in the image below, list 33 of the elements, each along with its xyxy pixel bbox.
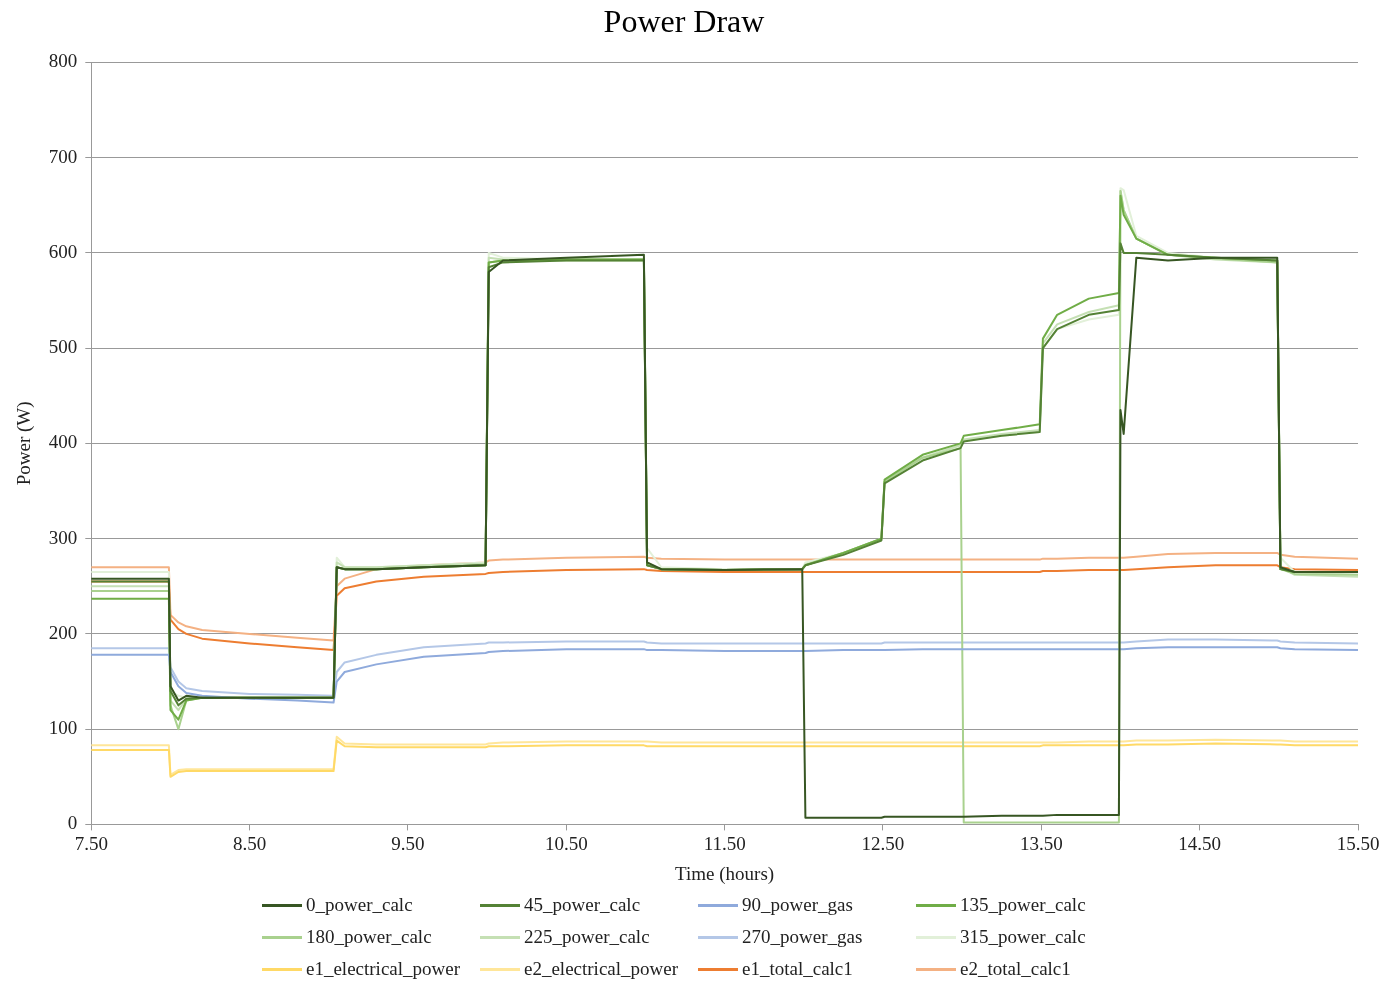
x-axis-title: Time (hours)	[675, 862, 775, 885]
x-tick-label: 13.50	[1019, 832, 1063, 854]
y-tick-label: 700	[48, 145, 78, 167]
y-tick-label: 200	[48, 621, 78, 643]
x-tick-label: 7.50	[74, 832, 108, 854]
y-tick-label: 0	[67, 812, 78, 834]
y-tick-label: 300	[48, 526, 78, 548]
legend-label: 315_power_calc	[960, 926, 1086, 948]
x-tick-label: 15.50	[1336, 832, 1380, 854]
y-axis-title: Power (W)	[13, 401, 36, 486]
legend-label: 0_power_calc	[306, 894, 413, 916]
x-tick-label: 12.50	[861, 832, 905, 854]
legend-label: 90_power_gas	[742, 894, 853, 916]
legend-label: 225_power_calc	[524, 926, 650, 948]
x-tick-label: 8.50	[233, 832, 267, 854]
x-tick-label: 14.50	[1178, 832, 1222, 854]
legend-label: e1_total_calc1	[742, 958, 853, 980]
legend-label: e1_electrical_power	[306, 958, 461, 980]
legend-label: 135_power_calc	[960, 894, 1086, 916]
x-tick-label: 9.50	[391, 832, 425, 854]
x-tick-label: 10.50	[544, 832, 588, 854]
legend-label: e2_electrical_power	[524, 958, 679, 980]
y-tick-label: 800	[48, 50, 78, 72]
y-tick-label: 600	[48, 240, 78, 262]
chart-title: Power Draw	[603, 2, 765, 39]
x-tick-label: 11.50	[703, 832, 746, 854]
legend-label: e2_total_calc1	[960, 958, 1071, 980]
legend-label: 180_power_calc	[306, 926, 432, 948]
legend-label: 45_power_calc	[524, 894, 641, 916]
y-tick-label: 100	[48, 717, 78, 739]
y-tick-label: 400	[48, 431, 78, 453]
legend-label: 270_power_gas	[742, 926, 863, 948]
y-tick-label: 500	[48, 336, 78, 358]
